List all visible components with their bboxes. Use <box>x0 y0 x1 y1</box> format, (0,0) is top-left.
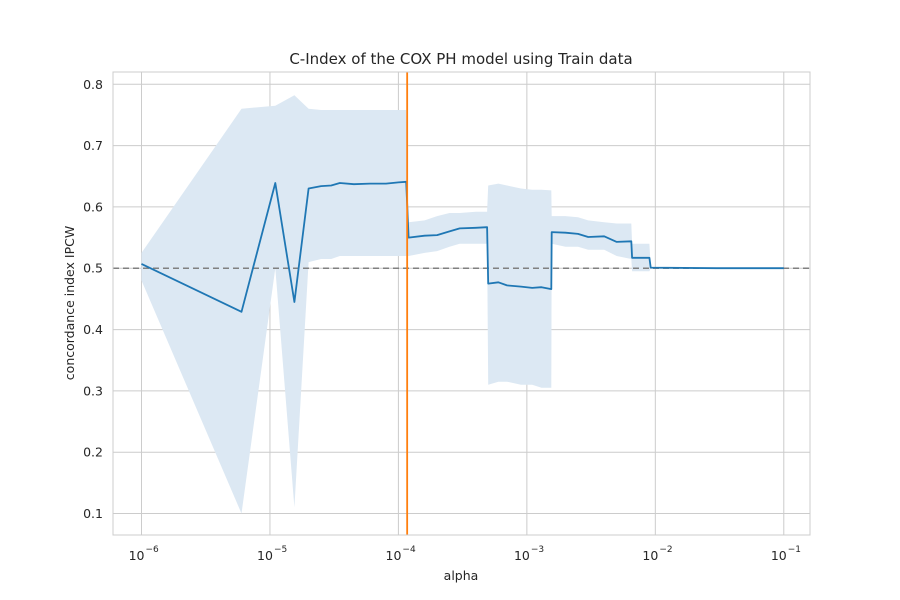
y-tick-label: 0.2 <box>83 445 103 460</box>
x-tick-label: 10 −5 <box>257 545 287 563</box>
x-tick-exponent: −5 <box>274 545 287 555</box>
x-tick-labels: 10 −6 10 −5 10 −4 10 −3 10 −2 10 −1 <box>129 545 801 563</box>
x-tick-base: 10 <box>129 548 145 563</box>
x-tick-base: 10 <box>642 548 658 563</box>
x-tick-exponent: −6 <box>145 545 159 555</box>
x-tick-label: 10 −6 <box>129 545 159 563</box>
y-tick-label: 0.8 <box>83 77 103 92</box>
series-group <box>141 180 784 313</box>
x-axis-label: alpha <box>444 568 479 583</box>
confidence-band-area <box>141 95 784 514</box>
x-tick-exponent: −2 <box>659 545 672 555</box>
x-tick-label: 10 −2 <box>642 545 672 563</box>
chart-title: C-Index of the COX PH model using Train … <box>289 50 632 68</box>
y-axis-label: concordance index IPCW <box>62 226 77 380</box>
plot-frame <box>112 71 811 536</box>
y-tick-labels: 0.1 0.2 0.3 0.4 0.5 0.6 0.7 0.8 <box>83 77 103 521</box>
y-tick-label: 0.3 <box>83 383 103 398</box>
x-tick-base: 10 <box>257 548 273 563</box>
y-tick-label: 0.7 <box>83 138 103 153</box>
y-tick-label: 0.4 <box>83 322 103 337</box>
confidence-band <box>141 95 784 514</box>
x-tick-label: 10 −4 <box>386 545 416 563</box>
y-tick-label: 0.6 <box>83 199 103 214</box>
series-line <box>141 180 784 313</box>
x-tick-exponent: −3 <box>531 545 544 555</box>
x-tick-base: 10 <box>514 548 530 563</box>
x-tick-base: 10 <box>386 548 402 563</box>
y-tick-label: 0.5 <box>83 261 103 276</box>
x-tick-base: 10 <box>771 548 787 563</box>
x-tick-label: 10 −3 <box>514 545 544 563</box>
y-tick-label: 0.1 <box>83 506 103 521</box>
x-tick-exponent: −1 <box>788 545 801 555</box>
x-tick-label: 10 −1 <box>771 545 801 563</box>
x-tick-exponent: −4 <box>402 545 416 555</box>
